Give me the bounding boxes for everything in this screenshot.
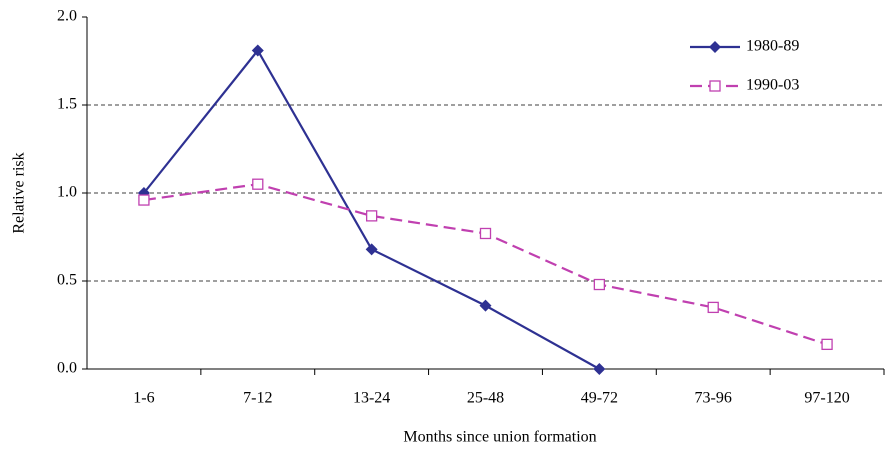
data-point — [821, 338, 833, 351]
y-tick-label: 1.0 — [57, 184, 77, 201]
data-point — [365, 243, 378, 256]
series-line — [143, 48, 600, 370]
legend-label: 1980-89 — [746, 38, 799, 55]
data-point — [593, 363, 606, 375]
legend-marker — [709, 80, 721, 92]
x-tick-label: 97-120 — [804, 390, 849, 407]
y-axis-title: Relative risk — [11, 152, 28, 233]
series-line — [143, 183, 828, 346]
legend-marker — [709, 41, 721, 53]
y-tick-label: 0.5 — [57, 272, 77, 289]
x-tick-label: 49-72 — [581, 390, 618, 407]
y-tick-label: 0.0 — [57, 360, 77, 377]
x-tick-label: 1-6 — [133, 390, 154, 407]
y-tick-label: 2.0 — [57, 8, 77, 25]
data-point — [252, 178, 264, 190]
data-point — [138, 194, 150, 206]
data-point — [365, 210, 378, 222]
data-point — [479, 299, 492, 312]
x-tick-label: 13-24 — [353, 390, 390, 407]
x-tick-label: 7-12 — [243, 390, 272, 407]
x-tick-label: 73-96 — [695, 390, 732, 407]
x-tick-label: 25-48 — [467, 390, 504, 407]
legend-label: 1990-03 — [746, 77, 799, 94]
data-point — [251, 44, 264, 57]
data-point — [479, 227, 492, 240]
y-tick-label: 1.5 — [57, 96, 77, 113]
data-point — [593, 278, 606, 291]
data-point — [707, 301, 719, 314]
x-axis-title: Months since union formation — [403, 429, 596, 446]
